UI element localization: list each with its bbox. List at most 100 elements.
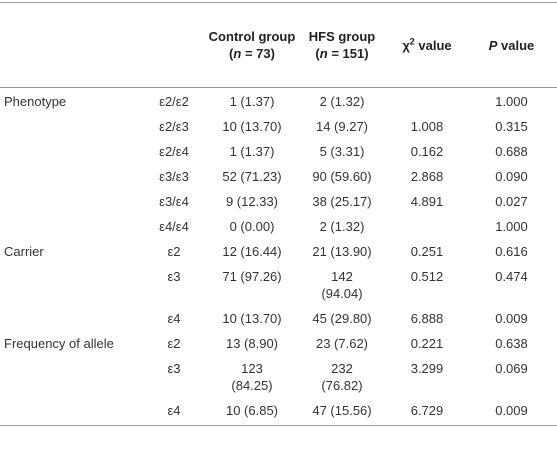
cell-allele: ε4 [140, 397, 208, 426]
cell-hfs: 2 (1.32) [319, 94, 365, 109]
cell-p: 0.616 [495, 244, 528, 259]
cell-chi: 6.729 [388, 397, 466, 426]
cell-group [0, 213, 140, 238]
cell-group [0, 263, 140, 305]
table-row: Carrier ε2 12 (16.44) 21 (13.90) 0.251 0.616 [0, 238, 557, 263]
symbol: n [319, 46, 328, 61]
cell-allele: ε2/ε4 [159, 144, 189, 159]
header-row: Control group (n = 73) HFS group (n = 151) χ… [0, 2, 557, 88]
header-cell: HFS group (n = 151) [296, 2, 388, 88]
cell-group [0, 305, 140, 330]
cell-chi: 4.891 [410, 194, 444, 209]
cell-allele: ε3 [167, 361, 181, 376]
cell-allele: ε3/ε3 [159, 169, 189, 184]
cell-hfs: 47 (15.56) [296, 397, 388, 426]
cell-hfs: 5 (3.31) [319, 144, 365, 159]
cell-control: 0 (0.00) [229, 219, 275, 234]
cell-chi [388, 213, 466, 238]
table-body: Phenotype ε2/ε2 1 (1.37) 2 (1.32) 1.000 ε2/ε3… [0, 88, 557, 426]
cell-hfs: 2 (1.32) [319, 219, 365, 234]
symbol: P [488, 37, 498, 53]
cell-allele: ε4/ε4 [159, 219, 189, 234]
cell-hfs: 142 (94.04) [321, 269, 363, 301]
sample-size: (n = 151) [296, 45, 388, 62]
table-row: ε2/ε4 1 (1.37) 5 (3.31) 0.162 0.688 [0, 138, 557, 163]
cell-p: 0.688 [495, 144, 528, 159]
table-row: ε3/ε4 9 (12.33) 38 (25.17) 4.891 0.027 [0, 188, 557, 213]
header-cell: P value [466, 2, 557, 88]
cell-chi: 0.251 [410, 244, 444, 259]
cell-allele: ε2 [167, 244, 181, 259]
header-cell: Control group (n = 73) [208, 2, 296, 88]
cell-chi: 3.299 [410, 361, 444, 376]
cell-p: 0.009 [495, 311, 528, 326]
cell-p: 0.009 [466, 397, 557, 426]
text: value [414, 37, 452, 53]
column-name: Control group [208, 29, 296, 44]
cell-control: 1 (1.37) [229, 94, 275, 109]
text: = 151) [327, 46, 369, 61]
cell-control: 123 (84.25) [231, 361, 273, 393]
cell-group [0, 113, 140, 138]
cell-p: 0.027 [495, 194, 528, 209]
cell-hfs: 45 (29.80) [312, 311, 372, 326]
table-row: ε2/ε3 10 (13.70) 14 (9.27) 1.008 0.315 [0, 113, 557, 138]
symbol: n [233, 46, 242, 61]
cell-group [0, 138, 140, 163]
cell-hfs: 23 (7.62) [315, 336, 369, 351]
table-row: ε3 123 (84.25) 232 (76.82) 3.299 0.069 [0, 355, 557, 397]
superscript: 2 [409, 36, 415, 47]
table-row: ε4 10 (13.70) 45 (29.80) 6.888 0.009 [0, 305, 557, 330]
cell-p: 0.474 [495, 269, 528, 284]
cell-p: 1.000 [495, 94, 528, 109]
cell-control: 10 (13.70) [222, 311, 282, 326]
symbol: χ [402, 37, 410, 53]
cell-hfs: 38 (25.17) [312, 194, 372, 209]
table-row: ε3/ε3 52 (71.23) 90 (59.60) 2.868 0.090 [0, 163, 557, 188]
cell-control: 13 (8.90) [225, 336, 279, 351]
cell-chi: 2.868 [410, 169, 444, 184]
table-row: ε3 71 (97.26) 142 (94.04) 0.512 0.474 [0, 263, 557, 305]
cell-hfs: 90 (59.60) [312, 169, 372, 184]
cell-group [0, 188, 140, 213]
cell-allele: ε3 [167, 269, 181, 284]
cell-p: 1.000 [495, 219, 528, 234]
cell-chi: 0.512 [410, 269, 444, 284]
cell-control: 10 (13.70) [222, 119, 282, 134]
cell-p: 0.315 [495, 119, 528, 134]
cell-group: Phenotype [4, 94, 67, 109]
cell-hfs: 21 (13.90) [312, 244, 372, 259]
cell-group [0, 397, 140, 426]
cell-p: 0.069 [495, 361, 528, 376]
cell-allele: ε2/ε3 [159, 119, 189, 134]
cell-p: 0.638 [495, 336, 528, 351]
cell-allele: ε2 [167, 336, 181, 351]
cell-chi: 0.221 [410, 336, 444, 351]
table-row: Phenotype ε2/ε2 1 (1.37) 2 (1.32) 1.000 [0, 88, 557, 114]
cell-hfs: 14 (9.27) [315, 119, 369, 134]
cell-control: 12 (16.44) [222, 244, 282, 259]
cell-hfs: 232 (76.82) [321, 361, 363, 393]
cell-group [0, 355, 140, 397]
cell-control: 71 (97.26) [222, 269, 282, 284]
cell-group: Carrier [4, 244, 44, 259]
text: = 73) [241, 46, 275, 61]
cell-control: 9 (12.33) [225, 194, 279, 209]
cell-chi: 6.888 [410, 311, 444, 326]
cell-allele: ε3/ε4 [159, 194, 189, 209]
header-cell: χ2 value [388, 2, 466, 88]
cell-control: 52 (71.23) [222, 169, 282, 184]
table-row: ε4 10 (6.85) 47 (15.56) 6.729 0.009 [0, 397, 557, 426]
cell-p: 0.090 [495, 169, 528, 184]
cell-chi [388, 88, 466, 114]
column-name: HFS group [308, 29, 376, 44]
cell-group: Frequency of allele [4, 336, 114, 351]
header-cell [140, 2, 208, 88]
table-row: Frequency of allele ε2 13 (8.90) 23 (7.62) 0… [0, 330, 557, 355]
sample-size: (n = 73) [208, 45, 296, 62]
cell-chi: 0.162 [410, 144, 444, 159]
text: ( [315, 46, 320, 61]
cell-allele: ε2/ε2 [159, 94, 189, 109]
text: ( [229, 46, 234, 61]
data-table: Control group (n = 73) HFS group (n = 151) χ… [0, 2, 557, 426]
